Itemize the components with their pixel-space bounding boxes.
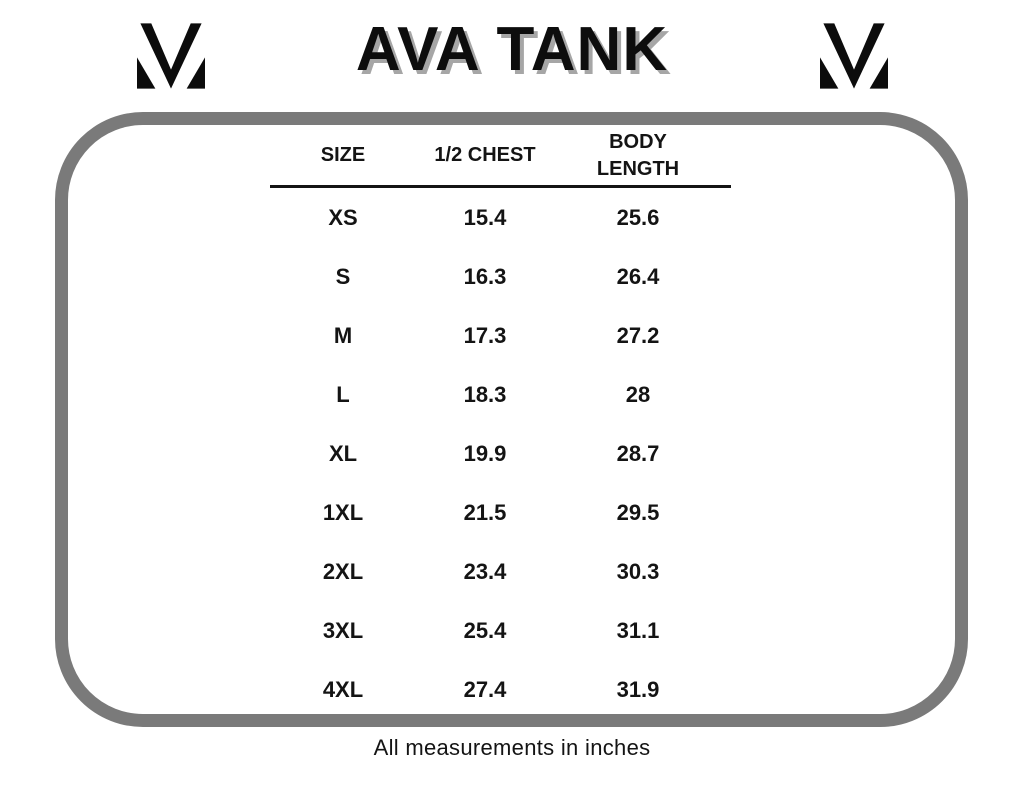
size-cell: XL [328, 440, 358, 466]
size-cell: XS [328, 204, 358, 230]
table-row: 4XL 27.4 31.9 [270, 660, 722, 719]
chest-cell: 19.9 [463, 440, 507, 466]
table-row: XL 19.9 28.7 [270, 424, 722, 483]
chest-cell: 17.3 [463, 322, 507, 348]
mv-monogram-icon [137, 23, 205, 89]
chest-cell: 27.4 [463, 676, 507, 702]
chest-cell: 21.5 [463, 499, 507, 525]
column-header-half-chest: 1/2 CHEST [434, 144, 536, 166]
length-cell: 31.1 [616, 617, 660, 643]
length-cell: 27.2 [616, 322, 660, 348]
column-header-body-length: BODY LENGTH [596, 130, 680, 180]
table-header-row: SIZE 1/2 CHEST BODY LENGTH [270, 126, 722, 185]
size-table: XS 15.4 25.6 S 16.3 26.4 M 17.3 27.2 L 1… [270, 188, 722, 719]
chest-cell: 25.4 [463, 617, 507, 643]
table-row: 3XL 25.4 31.1 [270, 601, 722, 660]
length-cell: 31.9 [616, 676, 660, 702]
size-cell: 2XL [322, 558, 364, 584]
brand-logo-left [137, 21, 205, 91]
chest-cell: 23.4 [463, 558, 507, 584]
size-cell: 1XL [322, 499, 364, 525]
length-cell: 28 [625, 381, 651, 407]
mv-monogram-icon [820, 23, 888, 89]
length-cell: 28.7 [616, 440, 660, 466]
chest-cell: 18.3 [463, 381, 507, 407]
table-row: 1XL 21.5 29.5 [270, 483, 722, 542]
size-cell: S [335, 263, 351, 289]
size-cell: 4XL [322, 676, 364, 702]
table-row: M 17.3 27.2 [270, 306, 722, 365]
size-cell: L [336, 381, 350, 407]
size-cell: 3XL [322, 617, 364, 643]
chest-cell: 15.4 [463, 204, 507, 230]
chest-cell: 16.3 [463, 263, 507, 289]
length-cell: 26.4 [616, 263, 660, 289]
length-cell: 25.6 [616, 204, 660, 230]
column-header-size: SIZE [320, 144, 366, 166]
size-cell: M [333, 322, 353, 348]
size-chart-panel [55, 112, 968, 727]
brand-logo-right [820, 21, 888, 91]
measurements-note: All measurements in inches [373, 735, 651, 760]
table-row: L 18.3 28 [270, 365, 722, 424]
table-row: S 16.3 26.4 [270, 247, 722, 306]
header-divider [270, 185, 731, 188]
length-cell: 30.3 [616, 558, 660, 584]
length-cell: 29.5 [616, 499, 660, 525]
page-title: AVA TANK [355, 15, 669, 84]
table-row: 2XL 23.4 30.3 [270, 542, 722, 601]
table-row: XS 15.4 25.6 [270, 188, 722, 247]
